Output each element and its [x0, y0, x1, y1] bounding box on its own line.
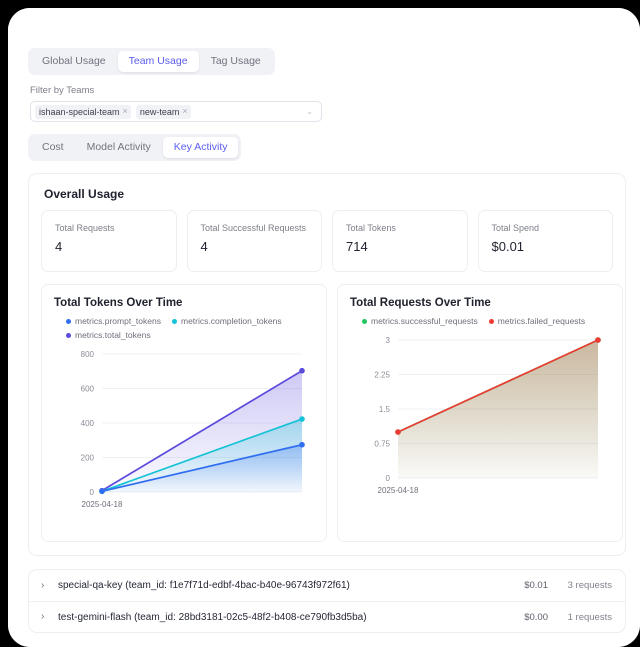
team-chip-label: new-team [139, 106, 180, 117]
legend-item-prompt-tokens[interactable]: metrics.prompt_tokens [66, 316, 161, 326]
tab-team-usage[interactable]: Team Usage [117, 51, 199, 72]
legend-item-failed-requests[interactable]: metrics.failed_requests [488, 316, 586, 326]
key-spend: $0.01 [524, 580, 548, 591]
close-icon[interactable]: × [182, 106, 188, 116]
key-request-count: 3 requests [567, 580, 612, 591]
metric-card-total-spend: Total Spend $0.01 [477, 210, 613, 272]
app-window-frame: Global Usage Team Usage Tag Usage Filter… [8, 8, 640, 647]
x-axis-tick-label: 2025-04-18 [378, 486, 419, 495]
legend-item-total-tokens[interactable]: metrics.total_tokens [66, 330, 151, 340]
tab-key-activity[interactable]: Key Activity [162, 137, 239, 158]
team-chip-label: ishaan-special-team [39, 106, 120, 117]
y-axis-tick-label: 400 [81, 419, 95, 428]
legend-swatch-icon [171, 318, 177, 324]
chart-row: Total Tokens Over Time metrics.prompt_to… [41, 284, 623, 542]
chart-plot-area: 800 600 400 200 0 2025-04-18 [54, 346, 316, 522]
usage-dashboard-page: Global Usage Team Usage Tag Usage Filter… [8, 8, 640, 647]
chart-plot-area: 3 2.25 1.5 0.75 0 2025-04-18 [350, 332, 612, 508]
activity-view-tabs: Cost Model Activity Key Activity [28, 134, 242, 161]
list-item[interactable]: › test-gemini-flash (team_id: 28bd3181-0… [29, 601, 625, 632]
chart-legend: metrics.prompt_tokens metrics.completion… [66, 316, 316, 340]
key-name: special-qa-key (team_id: f1e7f71d-edbf-4… [58, 580, 350, 591]
y-axis-tick-label: 0.75 [374, 439, 390, 448]
y-axis-tick-label: 1.5 [379, 405, 391, 414]
x-axis-tick-label: 2025-04-18 [82, 500, 123, 509]
chart-data-point[interactable] [299, 416, 305, 422]
chart-data-point[interactable] [395, 429, 401, 435]
metric-value: 714 [346, 238, 368, 254]
key-spend: $0.00 [524, 611, 548, 623]
overall-usage-card: Overall Usage Total Requests 4 Total Suc… [28, 173, 626, 556]
chart-svg: 800 600 400 200 0 2025-04-18 [81, 350, 305, 509]
chevron-right-icon[interactable]: › [41, 579, 45, 591]
key-name: test-gemini-flash (team_id: 28bd3181-02c… [58, 611, 367, 623]
close-icon[interactable]: × [122, 106, 128, 116]
y-axis-tick-label: 3 [386, 336, 391, 345]
metric-label: Total Spend [491, 223, 540, 233]
key-request-count: 1 requests [567, 611, 612, 623]
chevron-down-icon[interactable]: ⌄ [306, 106, 313, 116]
key-activity-list: › special-qa-key (team_id: f1e7f71d-edbf… [28, 569, 626, 633]
legend-label: metrics.successful_requests [371, 316, 478, 326]
metric-card-list: Total Requests 4 Total Successful Reques… [41, 210, 613, 272]
team-chip[interactable]: ishaan-special-team × [35, 104, 131, 119]
metric-label: Total Tokens [346, 223, 396, 233]
legend-label: metrics.failed_requests [497, 316, 586, 326]
team-chip[interactable]: new-team × [135, 104, 191, 119]
y-axis-tick-label: 0 [386, 474, 391, 483]
chart-area-fill [398, 340, 598, 478]
metric-label: Total Requests [55, 223, 115, 233]
tab-cost[interactable]: Cost [42, 141, 64, 153]
list-item[interactable]: › special-qa-key (team_id: f1e7f71d-edbf… [29, 570, 625, 601]
y-axis-tick-label: 600 [81, 384, 95, 393]
legend-swatch-icon [362, 318, 367, 324]
metric-value: $0.01 [491, 238, 525, 254]
chart-line-metrics-failed_requests [397, 339, 599, 433]
chart-title: Total Requests Over Time [350, 297, 491, 309]
teams-multiselect[interactable]: ishaan-special-team × new-team × ⌄ [30, 101, 322, 122]
tab-model-activity[interactable]: Model Activity [86, 141, 151, 153]
overall-usage-title: Overall Usage [44, 187, 125, 201]
y-axis-tick-label: 2.25 [374, 370, 390, 379]
metric-card-total-requests: Total Requests 4 [41, 210, 177, 272]
tab-global-usage[interactable]: Global Usage [42, 55, 106, 67]
legend-swatch-icon [488, 318, 494, 324]
metric-value: 4 [200, 238, 208, 254]
metric-label: Total Successful Requests [200, 223, 307, 233]
chart-data-point[interactable] [299, 441, 305, 448]
chart-card-total-tokens-over-time: Total Tokens Over Time metrics.prompt_to… [41, 284, 327, 542]
chart-svg: 3 2.25 1.5 0.75 0 2025-04-18 [374, 336, 601, 495]
chart-line-metrics-total_tokens [101, 370, 303, 492]
chevron-right-icon[interactable]: › [41, 611, 45, 622]
chart-card-total-requests-over-time: Total Requests Over Time metrics.success… [337, 284, 623, 542]
legend-label: metrics.prompt_tokens [75, 316, 161, 326]
legend-item-completion-tokens[interactable]: metrics.completion_tokens [171, 316, 282, 326]
legend-swatch-icon [66, 318, 71, 324]
chart-line-metrics-prompt_tokens [101, 443, 303, 493]
filter-by-teams-label: Filter by Teams [30, 85, 95, 96]
tab-tag-usage[interactable]: Tag Usage [210, 55, 261, 67]
chart-title: Total Tokens Over Time [54, 297, 183, 309]
y-axis-tick-label: 200 [81, 453, 95, 462]
y-axis-tick-label: 800 [81, 350, 95, 359]
y-axis-tick-label: 0 [90, 488, 95, 497]
chart-data-point[interactable] [595, 337, 601, 343]
legend-label: metrics.completion_tokens [180, 316, 282, 326]
metric-card-total-tokens: Total Tokens 714 [332, 210, 468, 272]
legend-label: metrics.total_tokens [75, 330, 151, 340]
metric-value: 4 [55, 238, 63, 254]
legend-item-successful-requests[interactable]: metrics.successful_requests [362, 316, 478, 326]
metric-card-total-successful-requests: Total Successful Requests 4 [186, 210, 322, 272]
usage-scope-tabs: Global Usage Team Usage Tag Usage [28, 48, 275, 75]
chart-legend: metrics.successful_requests metrics.fail… [362, 316, 612, 326]
chart-line-metrics-completion_tokens [101, 418, 303, 493]
legend-swatch-icon [66, 332, 71, 338]
chart-data-point[interactable] [299, 367, 305, 374]
chart-data-point[interactable] [99, 488, 105, 495]
